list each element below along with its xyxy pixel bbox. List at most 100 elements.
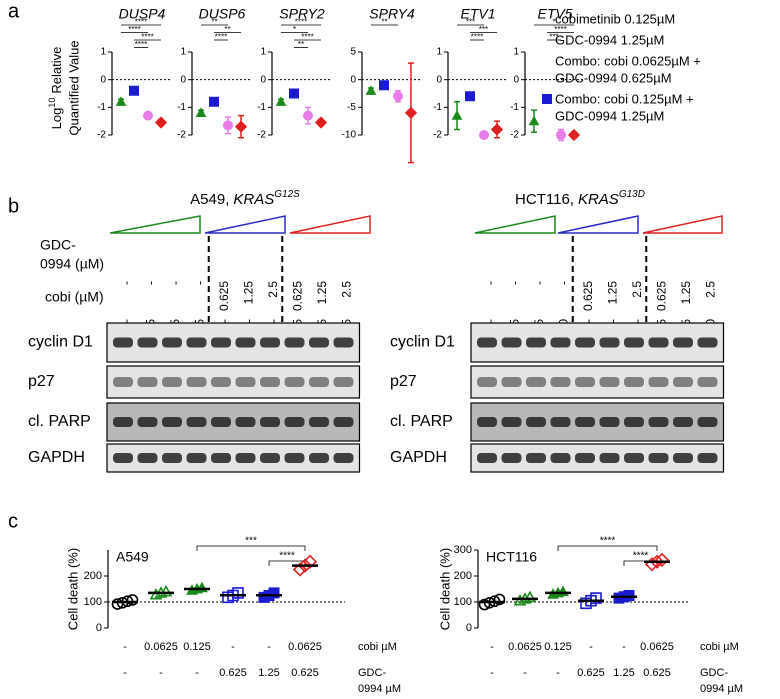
blot-band <box>235 337 256 348</box>
blot-band <box>333 337 354 348</box>
data-point <box>465 91 475 102</box>
significance-label: *** <box>245 536 257 547</box>
condition-label: - <box>195 667 199 679</box>
lane-label: 2.5 <box>704 281 718 298</box>
blot-band <box>648 337 669 348</box>
data-point <box>126 594 139 606</box>
blot-band <box>550 417 571 427</box>
data-point <box>556 130 567 140</box>
lane-label: - <box>217 319 231 323</box>
lane-label: - <box>266 319 280 323</box>
lane-label: 0.625 <box>655 281 669 311</box>
blot-band <box>550 377 571 387</box>
significance-label: ** <box>224 25 230 34</box>
blot-band <box>235 377 256 387</box>
condition-label: - <box>490 641 494 653</box>
condition-label: - <box>159 667 163 679</box>
data-point <box>623 590 635 601</box>
lane-label: - <box>508 281 522 285</box>
blot-band <box>186 417 207 427</box>
blot-title: A549, KRASG12S <box>190 189 300 208</box>
lane-label: 0.625 <box>217 281 231 311</box>
gene: KRAS <box>578 191 619 208</box>
blot-band <box>599 377 620 387</box>
data-point <box>649 554 665 569</box>
data-point <box>493 593 506 606</box>
condition-label: 0.0625 <box>508 641 542 653</box>
y-tick-label: -2 <box>510 130 519 141</box>
significance-label: **** <box>295 18 307 27</box>
lane-label: 1.25 <box>315 281 329 305</box>
data-point <box>490 123 504 136</box>
drug-label: GDC- <box>40 237 76 253</box>
data-point <box>154 116 168 129</box>
blot-band <box>162 337 182 348</box>
legend-entry: GDC-0994 0.625µM <box>555 70 672 85</box>
blot-band <box>526 417 546 427</box>
blot-band <box>575 337 595 348</box>
data-point <box>379 80 389 91</box>
data-point <box>303 110 314 121</box>
blot-band <box>186 337 207 348</box>
blot-band <box>113 417 133 427</box>
blot-band <box>260 453 280 463</box>
data-point <box>523 590 537 603</box>
lane-label: - <box>168 281 182 285</box>
blot-band <box>599 453 620 463</box>
y-tick-label: 300 <box>454 544 472 556</box>
condition-label: 0.0625 <box>288 641 322 653</box>
lane-label: - <box>630 319 644 323</box>
condition-label: 0.0625 <box>640 641 674 653</box>
dose-wedge <box>289 215 371 234</box>
row-label: cl. PARP <box>28 413 91 430</box>
significance-bracket <box>196 545 306 551</box>
blot-band <box>113 377 133 387</box>
data-point <box>513 594 527 606</box>
blot-band <box>624 453 644 463</box>
chart-title: DUSP4 <box>119 6 166 22</box>
y-tick-label: -1 <box>257 102 266 113</box>
condition-label: 0.625 <box>219 667 247 679</box>
blot-band <box>477 377 497 387</box>
blot-band <box>162 453 182 463</box>
condition-label: - <box>622 641 626 653</box>
row-label: p27 <box>390 373 417 390</box>
blot-band <box>599 337 620 348</box>
blot-band <box>284 377 305 387</box>
condition-label: - <box>123 641 127 653</box>
blot-band <box>648 453 669 463</box>
lane-label: - <box>557 281 571 285</box>
blot-band <box>624 377 644 387</box>
panel-label: c <box>8 510 18 532</box>
y-tick-label: -10 <box>342 130 357 141</box>
y-tick-label: -2 <box>177 130 186 141</box>
blot-band <box>235 453 256 463</box>
blot-band <box>309 377 329 387</box>
legend-entry: GDC-0994 1.25µM <box>555 32 664 47</box>
drug-label: 0994 (µM) <box>40 256 104 272</box>
panel-label: a <box>8 0 20 22</box>
condition-label: 0.625 <box>291 667 319 679</box>
lane-label: 2.5 <box>340 281 354 298</box>
chart-title: SPRY4 <box>369 6 415 22</box>
blot-band <box>526 377 546 387</box>
lane-label: - <box>193 281 207 285</box>
blot-band <box>186 377 207 387</box>
blot-band <box>333 377 354 387</box>
gene: KRAS <box>233 191 274 208</box>
lane-label: - <box>119 281 133 285</box>
significance-label: * <box>552 18 555 27</box>
data-point <box>195 107 207 117</box>
blot-band <box>333 453 354 463</box>
chart-title: SPRY2 <box>279 6 325 22</box>
data-point <box>302 554 318 569</box>
data-point <box>209 96 219 107</box>
blot-band <box>137 417 158 427</box>
row-label: 0994 µM <box>358 683 401 695</box>
blot-band <box>477 453 497 463</box>
blot-band <box>599 417 620 427</box>
legend-entry: Combo: cobi 0.0625µM + <box>555 53 701 68</box>
significance-label: * <box>293 25 296 34</box>
condition-label: - <box>231 641 235 653</box>
